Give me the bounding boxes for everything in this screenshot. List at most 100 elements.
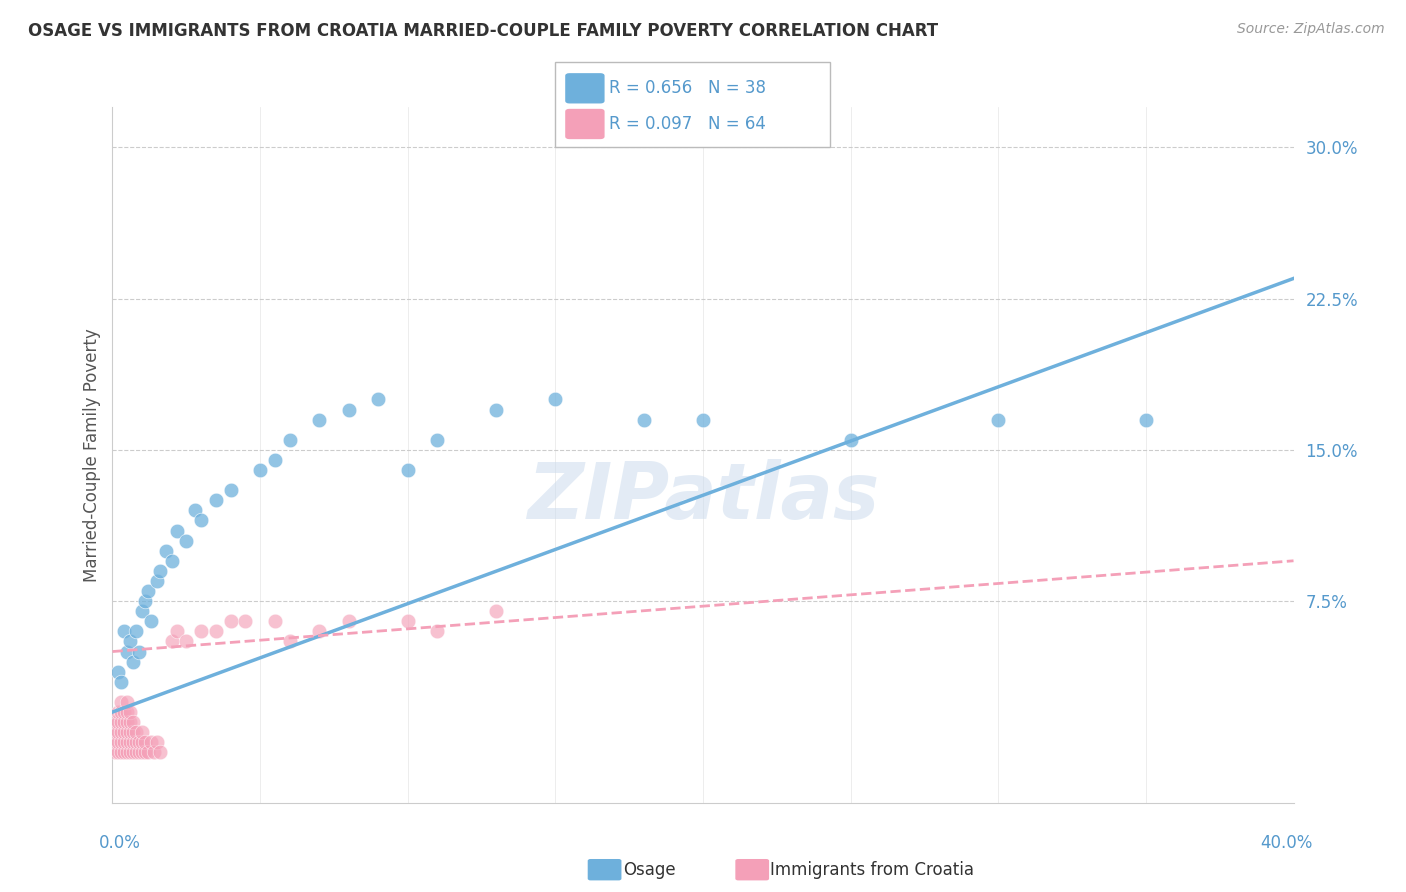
Point	[110, 705, 132, 719]
Point	[122, 725, 145, 739]
Point	[117, 705, 138, 719]
Point	[544, 392, 567, 407]
Point	[110, 725, 132, 739]
Point	[104, 725, 127, 739]
Point	[110, 745, 132, 759]
Point	[160, 634, 183, 648]
Point	[120, 705, 142, 719]
Text: R = 0.656   N = 38: R = 0.656 N = 38	[609, 79, 766, 97]
Text: Osage: Osage	[623, 861, 675, 879]
Point	[155, 543, 177, 558]
Point	[308, 412, 330, 426]
Point	[426, 624, 449, 639]
Y-axis label: Married-Couple Family Poverty: Married-Couple Family Poverty	[83, 328, 101, 582]
Point	[122, 715, 145, 730]
Point	[107, 665, 129, 679]
Point	[125, 735, 148, 749]
Point	[337, 615, 360, 629]
Point	[104, 715, 127, 730]
Point	[278, 634, 301, 648]
Point	[692, 412, 714, 426]
Point	[112, 705, 135, 719]
Point	[104, 735, 127, 749]
Point	[110, 674, 132, 689]
Point	[122, 655, 145, 669]
Point	[110, 715, 132, 730]
Point	[112, 624, 135, 639]
Point	[184, 503, 207, 517]
Point	[125, 745, 148, 759]
Point	[308, 624, 330, 639]
Point	[125, 624, 148, 639]
Point	[205, 493, 228, 508]
Point	[146, 735, 169, 749]
Point	[190, 624, 212, 639]
Point	[125, 725, 148, 739]
Point	[149, 564, 172, 578]
Point	[174, 533, 197, 548]
Text: OSAGE VS IMMIGRANTS FROM CROATIA MARRIED-COUPLE FAMILY POVERTY CORRELATION CHART: OSAGE VS IMMIGRANTS FROM CROATIA MARRIED…	[28, 22, 938, 40]
Point	[131, 735, 153, 749]
Point	[128, 644, 150, 658]
Point	[117, 644, 138, 658]
Point	[120, 735, 142, 749]
Point	[219, 615, 242, 629]
Point	[233, 615, 256, 629]
Point	[337, 402, 360, 417]
Point	[264, 453, 287, 467]
Point	[146, 574, 169, 588]
Point	[166, 524, 188, 538]
Point	[107, 725, 129, 739]
Point	[987, 412, 1010, 426]
Point	[107, 705, 129, 719]
Point	[107, 715, 129, 730]
Point	[117, 715, 138, 730]
Point	[190, 513, 212, 527]
Point	[160, 554, 183, 568]
Point	[136, 745, 159, 759]
Point	[120, 715, 142, 730]
Text: Immigrants from Croatia: Immigrants from Croatia	[770, 861, 974, 879]
Point	[112, 725, 135, 739]
Point	[166, 624, 188, 639]
Point	[249, 463, 271, 477]
Point	[107, 735, 129, 749]
Point	[122, 745, 145, 759]
Point	[120, 634, 142, 648]
Point	[426, 433, 449, 447]
Point	[174, 634, 197, 648]
Point	[396, 615, 419, 629]
Point	[839, 433, 862, 447]
Point	[219, 483, 242, 498]
Point	[120, 745, 142, 759]
Point	[278, 433, 301, 447]
Point	[1135, 412, 1157, 426]
Text: R = 0.097   N = 64: R = 0.097 N = 64	[609, 115, 766, 133]
Text: 0.0%: 0.0%	[98, 834, 141, 852]
Point	[131, 604, 153, 618]
Point	[134, 594, 156, 608]
Text: ZIPatlas: ZIPatlas	[527, 458, 879, 534]
Point	[112, 715, 135, 730]
Point	[134, 735, 156, 749]
Point	[110, 735, 132, 749]
Point	[149, 745, 172, 759]
Point	[128, 745, 150, 759]
Point	[112, 745, 135, 759]
Text: Source: ZipAtlas.com: Source: ZipAtlas.com	[1237, 22, 1385, 37]
Point	[117, 745, 138, 759]
Point	[104, 745, 127, 759]
Point	[264, 615, 287, 629]
Point	[485, 402, 508, 417]
Point	[112, 735, 135, 749]
Point	[205, 624, 228, 639]
Point	[110, 695, 132, 709]
Point	[139, 735, 162, 749]
Point	[120, 725, 142, 739]
Point	[122, 735, 145, 749]
Point	[134, 745, 156, 759]
Point	[117, 695, 138, 709]
Point	[633, 412, 655, 426]
Text: 40.0%: 40.0%	[1260, 834, 1313, 852]
Point	[117, 735, 138, 749]
